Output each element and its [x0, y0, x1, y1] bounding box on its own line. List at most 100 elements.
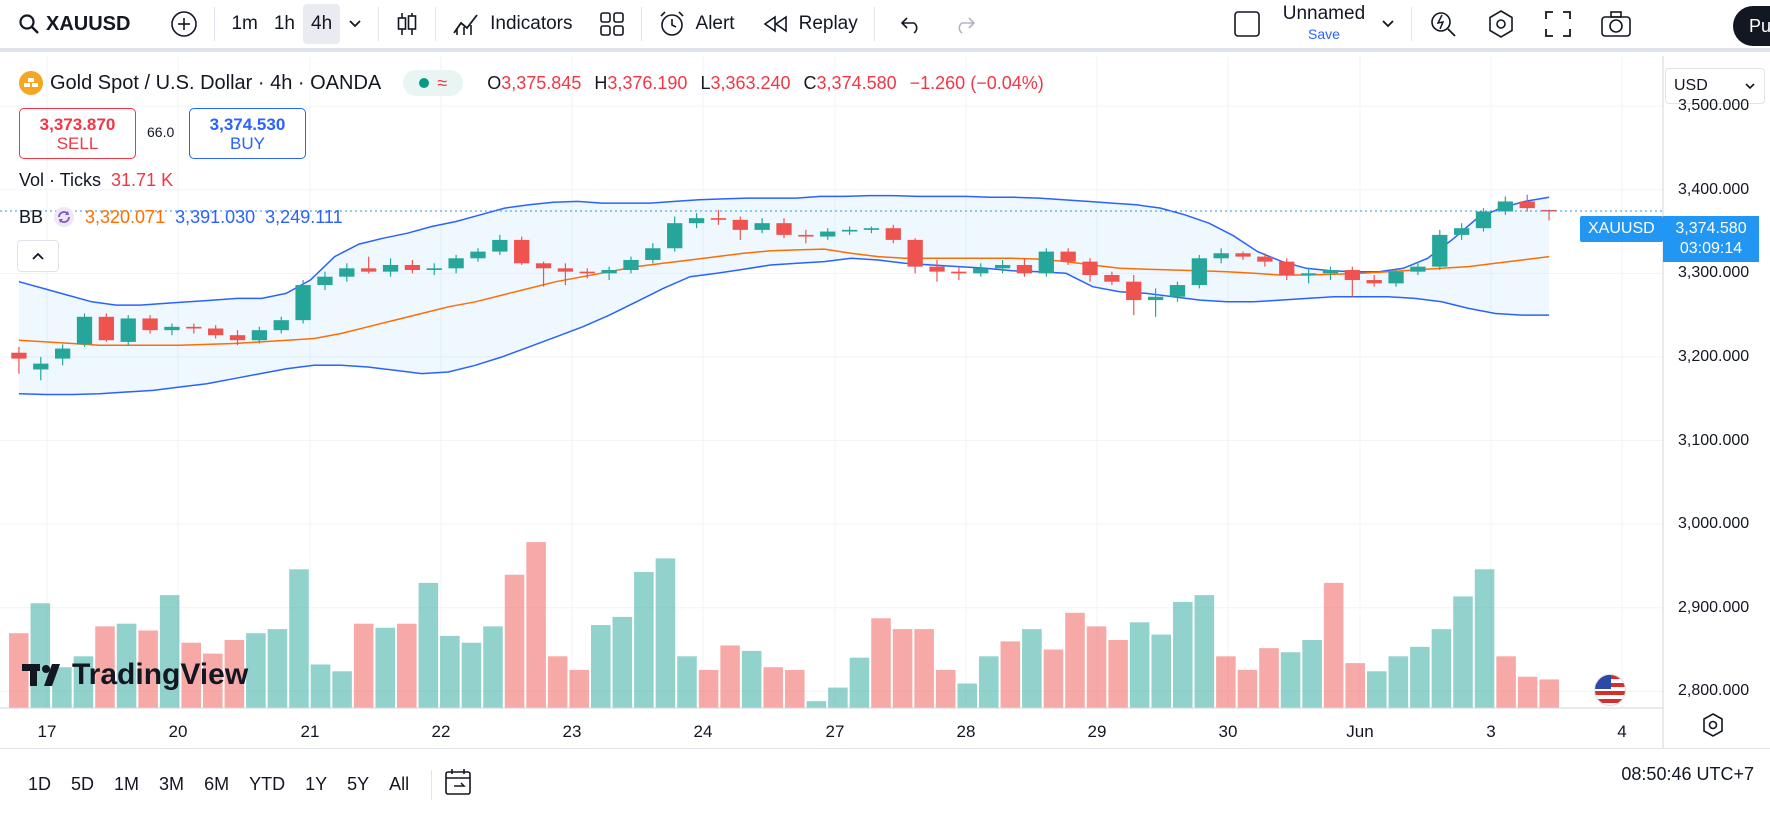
price-label: 2,800.000 [1678, 682, 1750, 700]
clock-timezone[interactable]: 08:50:46 UTC+7 [1621, 764, 1754, 784]
templates-button[interactable] [591, 4, 633, 44]
symbol-title[interactable]: Gold Spot / U.S. Dollar · 4h · OANDA [50, 71, 382, 94]
redo-button[interactable] [945, 4, 985, 44]
toolbar-divider [873, 7, 875, 41]
volume-bar [461, 642, 482, 708]
range-6m[interactable]: 6M [204, 774, 230, 794]
fullscreen-button[interactable] [1536, 4, 1580, 44]
toolbar-divider [640, 7, 642, 41]
volume-bar [957, 683, 977, 708]
price-label: 2,900.000 [1678, 598, 1750, 616]
bb-indicator-legend[interactable]: BB 3,320.071 3,391.030 3,249.111 [19, 206, 343, 228]
layout-dropdown[interactable] [1373, 4, 1403, 44]
volume-bar [483, 626, 503, 708]
volume-bar [935, 669, 956, 708]
candle-body [514, 239, 530, 264]
volume-bar [375, 627, 395, 708]
camera-icon [1601, 11, 1631, 37]
buy-button[interactable]: 3,374.530 BUY [189, 108, 306, 159]
volume-bar [332, 671, 352, 708]
range-1m[interactable]: 1M [114, 774, 140, 794]
chart-type-button[interactable] [387, 4, 427, 44]
volume-bar [310, 664, 331, 708]
lightning-search-icon [1431, 12, 1456, 37]
interval-1h[interactable]: 1h [273, 13, 295, 34]
logo-text: TradingView [72, 658, 249, 691]
candle-body [798, 234, 814, 237]
candle-body [1475, 211, 1492, 229]
symbol-search-button[interactable]: XAUUSD [0, 4, 138, 44]
screenshot-button[interactable] [1592, 4, 1640, 44]
candle-body [229, 335, 246, 341]
time-label: 28 [956, 722, 976, 741]
time-label: 21 [300, 722, 320, 741]
sell-button[interactable]: 3,373.870 SELL [19, 108, 136, 159]
time-label: 17 [37, 722, 57, 741]
quick-search-button[interactable] [1420, 4, 1466, 44]
square-icon [1233, 11, 1260, 37]
volume-bar [1173, 601, 1193, 708]
indicators-button[interactable]: Indicators [444, 4, 580, 44]
layout-name-menu[interactable]: Unnamed Save [1283, 4, 1365, 44]
sell-label: SELL [56, 133, 99, 153]
collapse-legend-button[interactable] [17, 240, 59, 272]
bb-upper-value: 3,391.030 [175, 206, 256, 227]
volume-bar [612, 616, 633, 708]
range-5d[interactable]: 5D [71, 774, 95, 794]
publish-button[interactable]: Pu [1733, 6, 1770, 46]
buy-label: BUY [230, 133, 265, 153]
time-label: 29 [1087, 722, 1107, 741]
volume-bar [698, 669, 719, 708]
layout-checkbox[interactable] [1225, 4, 1269, 44]
change-value: −1.260 (−0.04%) [909, 72, 1044, 93]
interval-1m[interactable]: 1m [231, 13, 258, 34]
volume-bar [785, 669, 805, 708]
layout-name: Unnamed [1282, 3, 1366, 24]
interval-dropdown[interactable] [340, 4, 370, 44]
time-label: 3 [1486, 722, 1496, 741]
candle-body [251, 330, 268, 341]
goto-date-button[interactable] [444, 768, 474, 801]
tradingview-logo[interactable]: TradingView [22, 658, 248, 692]
range-3m[interactable]: 3M [159, 774, 185, 794]
volume-bar [1086, 626, 1107, 708]
candle-body [448, 258, 464, 269]
range-all[interactable]: All [389, 774, 410, 794]
currency-select[interactable]: USD [1665, 68, 1765, 104]
interval-4h[interactable]: 4h [303, 4, 341, 44]
volume-indicator-value: 31.71 K [111, 170, 174, 190]
rewind-icon [763, 15, 787, 33]
candle-body [973, 268, 989, 274]
candle-body [601, 269, 617, 274]
toolbar-divider [214, 7, 216, 41]
chevron-up-icon [32, 252, 44, 260]
candle-body [317, 276, 333, 286]
volume-bar [526, 542, 546, 708]
settings-button[interactable] [1478, 4, 1524, 44]
volume-indicator-legend[interactable]: Vol · Ticks 31.71 K [19, 170, 173, 191]
range-5y[interactable]: 5Y [347, 774, 370, 794]
range-1d[interactable]: 1D [28, 774, 52, 794]
range-1y[interactable]: 1Y [305, 774, 328, 794]
us-flag-icon[interactable] [1594, 674, 1626, 706]
candle-body [1519, 201, 1535, 209]
range-ytd[interactable]: YTD [249, 774, 286, 794]
calendar-icon [445, 769, 471, 795]
volume-bar [1410, 646, 1430, 708]
candle-body [667, 223, 683, 249]
alert-button[interactable]: Alert [650, 4, 743, 44]
candles-icon [397, 13, 417, 35]
volume-bar [806, 701, 827, 708]
replay-button[interactable]: Replay [755, 4, 866, 44]
undo-button[interactable] [891, 4, 931, 44]
compare-symbol-button[interactable] [162, 4, 206, 44]
market-open-dot-icon [419, 78, 430, 88]
candle-body [863, 228, 880, 230]
close-value: 3,374.580 [816, 72, 897, 93]
candle-body [1410, 266, 1426, 272]
bb-basis-value: 3,320.071 [85, 206, 166, 227]
scale-settings-button[interactable] [1700, 712, 1726, 743]
alert-label: Alert [695, 13, 735, 34]
market-status-badge[interactable]: ≈ [403, 70, 464, 96]
